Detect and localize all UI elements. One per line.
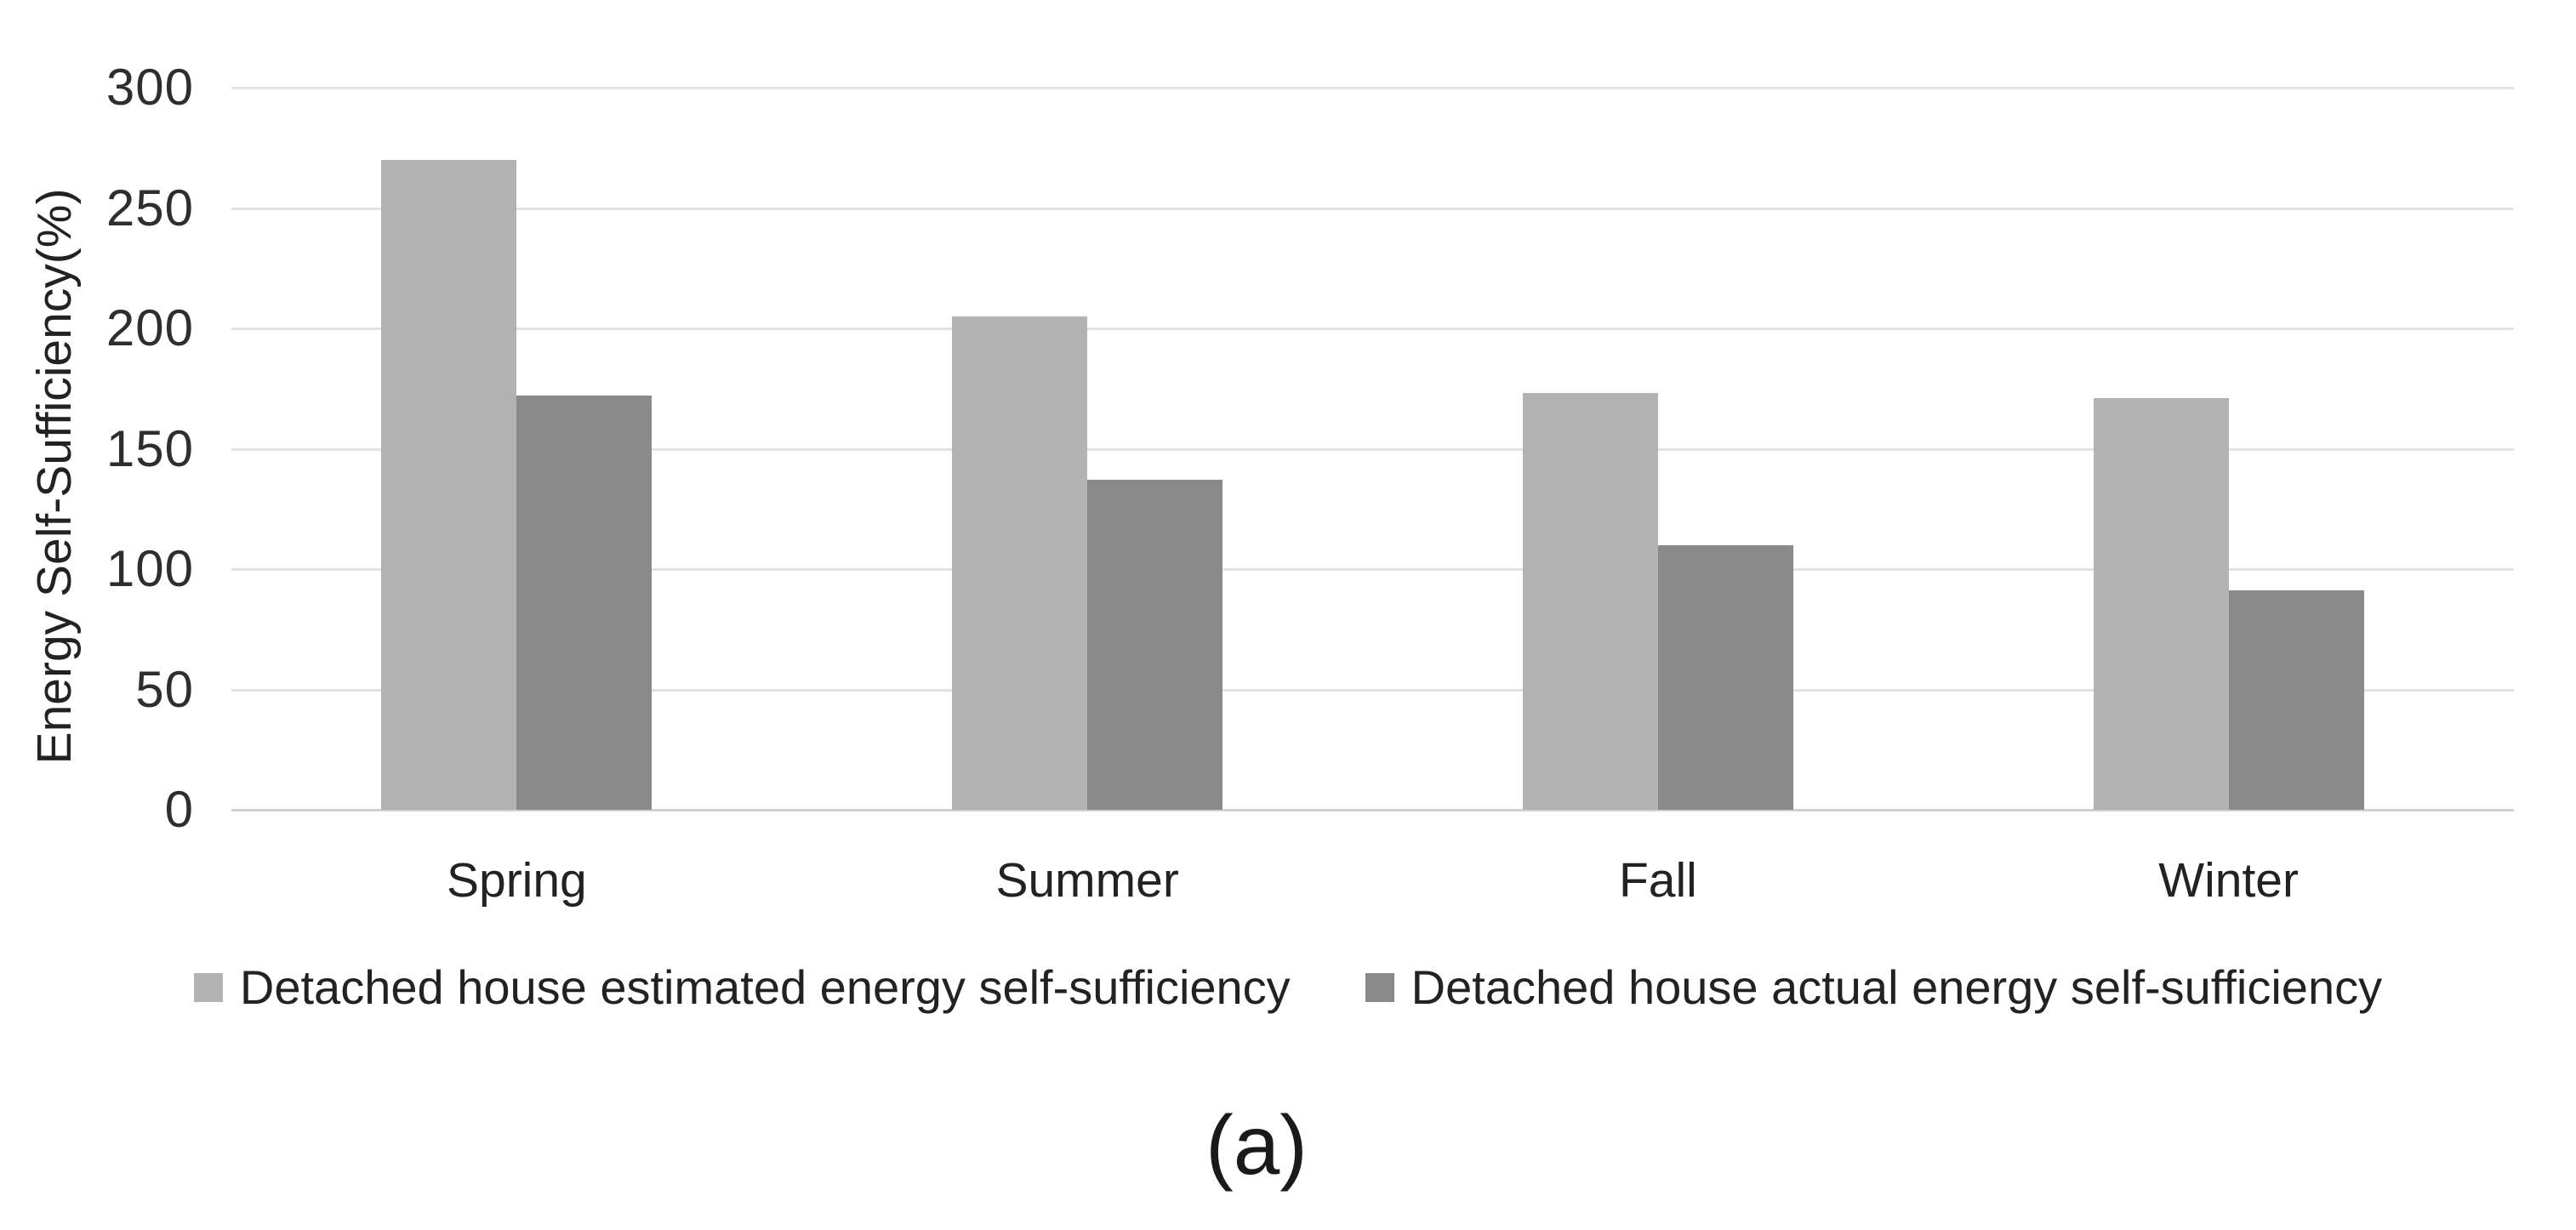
y-tick-label: 150	[105, 419, 194, 477]
y-tick-label: 300	[105, 59, 194, 116]
legend-label-actual: Detached house actual energy self-suffic…	[1411, 960, 2383, 1014]
bar-estimated-summer	[952, 316, 1088, 810]
legend-swatch-estimated-icon	[193, 972, 223, 1002]
legend-item-actual: Detached house actual energy self-suffic…	[1365, 960, 2382, 1015]
plot-area	[231, 87, 2514, 811]
bar-estimated-winter	[2093, 398, 2229, 810]
legend-swatch-actual-icon	[1365, 972, 1394, 1002]
x-category-label-fall: Fall	[1618, 853, 1697, 908]
gridline	[231, 87, 2514, 89]
gridline	[231, 688, 2514, 692]
bar-actual-winter	[2228, 590, 2364, 810]
gridline	[231, 447, 2514, 451]
gridline	[231, 327, 2514, 330]
legend-item-estimated: Detached house estimated energy self-suf…	[193, 960, 1291, 1015]
bar-actual-fall	[1657, 544, 1793, 810]
y-tick-label: 50	[135, 660, 194, 718]
legend: Detached house estimated energy self-suf…	[0, 960, 2576, 1015]
bar-actual-summer	[1087, 480, 1223, 810]
legend-label-estimated: Detached house estimated energy self-suf…	[239, 960, 1291, 1014]
bar-estimated-spring	[381, 159, 517, 810]
x-category-label-winter: Winter	[2158, 853, 2299, 908]
y-tick-label: 250	[105, 179, 194, 236]
bar-actual-spring	[516, 396, 653, 810]
y-tick-label: 200	[105, 299, 194, 356]
bar-estimated-fall	[1522, 393, 1658, 810]
y-tick-label: 100	[105, 540, 194, 597]
x-axis-line	[231, 809, 2514, 811]
gridline	[231, 207, 2514, 210]
y-tick-label: 0	[164, 781, 194, 838]
figure-caption: (a)	[1205, 1098, 1308, 1192]
gridline	[231, 568, 2514, 571]
x-category-label-summer: Summer	[995, 853, 1179, 908]
x-category-label-spring: Spring	[446, 853, 587, 908]
